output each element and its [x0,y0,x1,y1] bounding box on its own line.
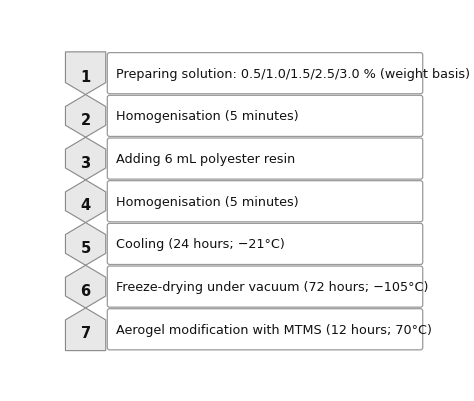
FancyBboxPatch shape [107,266,423,308]
Polygon shape [65,308,106,351]
Text: Homogenisation (5 minutes): Homogenisation (5 minutes) [116,110,299,123]
Polygon shape [65,53,106,95]
Text: 7: 7 [81,326,91,340]
Text: Homogenisation (5 minutes): Homogenisation (5 minutes) [116,195,299,208]
FancyBboxPatch shape [107,181,423,222]
Text: 4: 4 [81,198,91,213]
Text: 3: 3 [81,155,91,170]
Text: Adding 6 mL polyester resin: Adding 6 mL polyester resin [116,153,295,166]
FancyBboxPatch shape [107,53,423,95]
Text: 2: 2 [81,113,91,128]
FancyBboxPatch shape [107,139,423,180]
FancyBboxPatch shape [107,224,423,265]
Polygon shape [65,180,106,223]
Polygon shape [65,95,106,138]
Text: Aerogel modification with MTMS (12 hours; 70°C): Aerogel modification with MTMS (12 hours… [116,323,432,336]
Polygon shape [65,265,106,308]
Text: 5: 5 [81,241,91,255]
Text: 6: 6 [81,283,91,298]
Text: Freeze-drying under vacuum (72 hours; −105°C): Freeze-drying under vacuum (72 hours; −1… [116,280,428,294]
FancyBboxPatch shape [107,309,423,350]
Text: 1: 1 [81,70,91,85]
Text: Cooling (24 hours; −21°C): Cooling (24 hours; −21°C) [116,238,284,251]
FancyBboxPatch shape [107,96,423,137]
Polygon shape [65,223,106,265]
Polygon shape [65,138,106,180]
Text: Preparing solution: 0.5/1.0/1.5/2.5/3.0 % (weight basis) cellulose: Preparing solution: 0.5/1.0/1.5/2.5/3.0 … [116,67,474,81]
